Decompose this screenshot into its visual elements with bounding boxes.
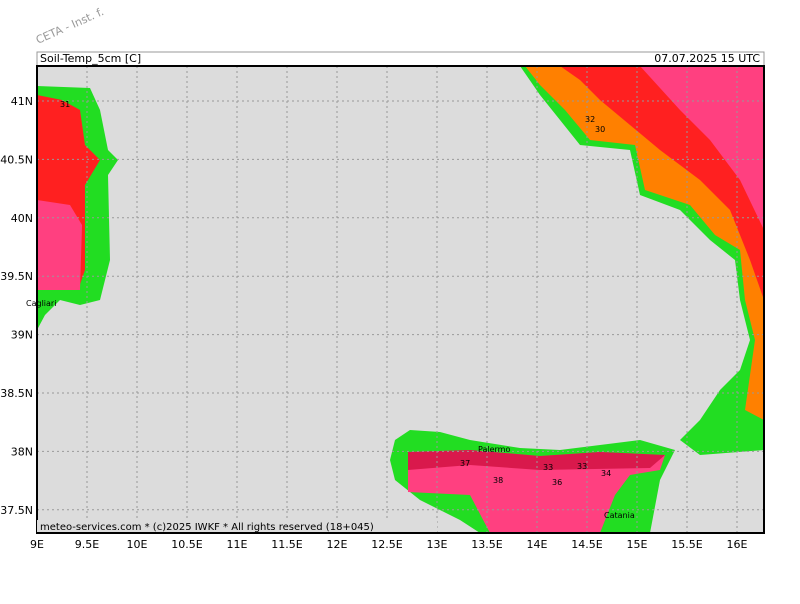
y-axis-label: 38N: [11, 445, 33, 458]
footer: meteo-services.com * (c)2025 IWKF * All …: [40, 522, 374, 533]
y-axis-label: 39N: [11, 329, 33, 342]
y-axis-label: 38.5N: [0, 387, 33, 400]
x-axis-label: 12E: [327, 538, 348, 551]
x-axis-label: 9.5E: [75, 538, 99, 551]
x-axis-label: 15.5E: [671, 538, 702, 551]
x-axis-label: 10E: [127, 538, 148, 551]
y-axis-label: 39.5N: [0, 270, 33, 283]
italy-hotter: [640, 66, 764, 230]
title: Soil-Temp_5cm [C]: [40, 52, 141, 65]
x-axis-label: 10.5E: [171, 538, 202, 551]
x-axis-label: 12.5E: [371, 538, 402, 551]
x-axis-label: 13E: [427, 538, 448, 551]
x-axis-label: 13.5E: [471, 538, 502, 551]
y-axis-label: 40.5N: [0, 153, 33, 166]
place-label: Catania: [604, 511, 635, 520]
place-label: Cagliari: [26, 299, 56, 308]
footer-bg: [37, 520, 437, 532]
place-label: Palermo: [478, 445, 510, 454]
sicily-contours: [408, 450, 665, 470]
x-axis-label: 14.5E: [571, 538, 602, 551]
x-axis-label: 16E: [727, 538, 748, 551]
contour-label: 33: [543, 463, 553, 472]
contour-label: 30: [595, 125, 605, 134]
contour-label: 31: [60, 100, 70, 109]
y-axis-label: 37.5N: [0, 504, 33, 517]
x-axis-label: 11.5E: [271, 538, 302, 551]
valid-time: 07.07.2025 15 UTC: [654, 52, 760, 65]
sardinia-hot: [37, 200, 82, 290]
x-axis-label: 14E: [527, 538, 548, 551]
contour-label: 32: [585, 115, 595, 124]
x-axis-label: 15E: [627, 538, 648, 551]
contour-label: 36: [552, 478, 562, 487]
y-axis-label: 40N: [11, 212, 33, 225]
contour-label: 38: [493, 476, 503, 485]
graticule: [37, 66, 764, 533]
y-axis-label: 41N: [11, 95, 33, 108]
map-frame: [36, 65, 765, 534]
contour-label: 37: [460, 459, 470, 468]
contour-label: 33: [577, 462, 587, 471]
contour-label: 34: [601, 469, 611, 478]
map-area: [37, 66, 764, 533]
x-axis-label: 9E: [30, 538, 44, 551]
x-axis-label: 11E: [227, 538, 248, 551]
